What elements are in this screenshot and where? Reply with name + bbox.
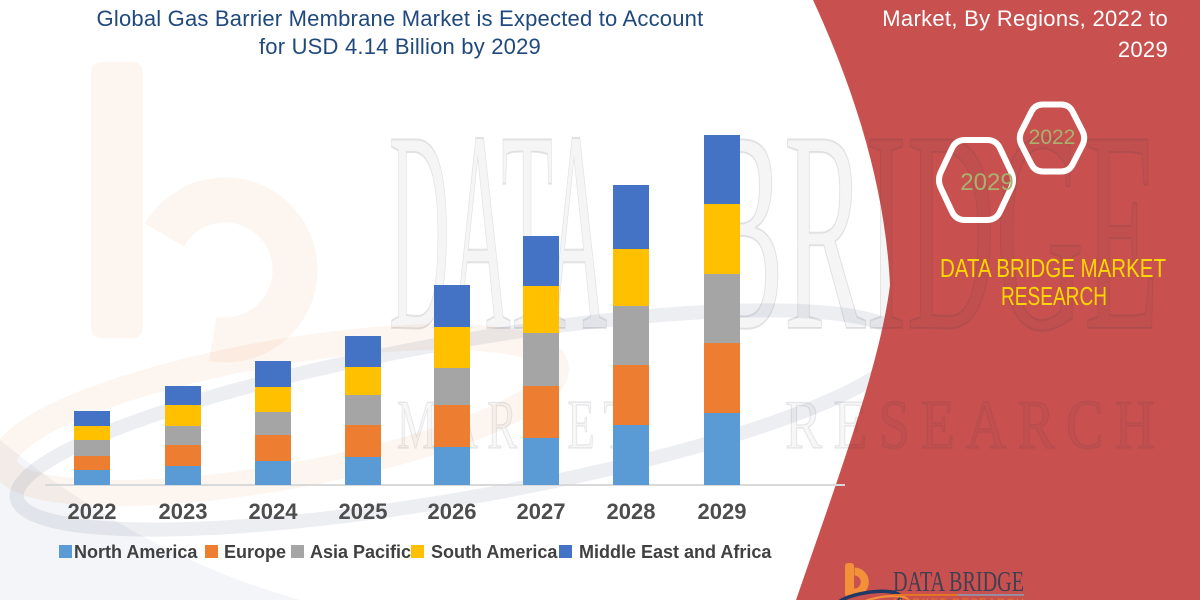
svg-text:2029: 2029: [960, 169, 1013, 196]
svg-text:RESEARCH: RESEARCH: [785, 387, 1166, 464]
svg-text:DATA BRIDGE MARKET: DATA BRIDGE MARKET: [940, 253, 1166, 283]
svg-text:DATA: DATA: [389, 72, 607, 391]
svg-text:BRIDGE: BRIDGE: [702, 72, 1159, 391]
svg-text:DATA BRIDGE: DATA BRIDGE: [893, 566, 1024, 598]
svg-text:2022: 2022: [1029, 126, 1076, 149]
svg-text:MARKET RESEARCH: MARKET RESEARCH: [893, 597, 1025, 600]
svg-text:RESEARCH: RESEARCH: [1001, 281, 1107, 311]
